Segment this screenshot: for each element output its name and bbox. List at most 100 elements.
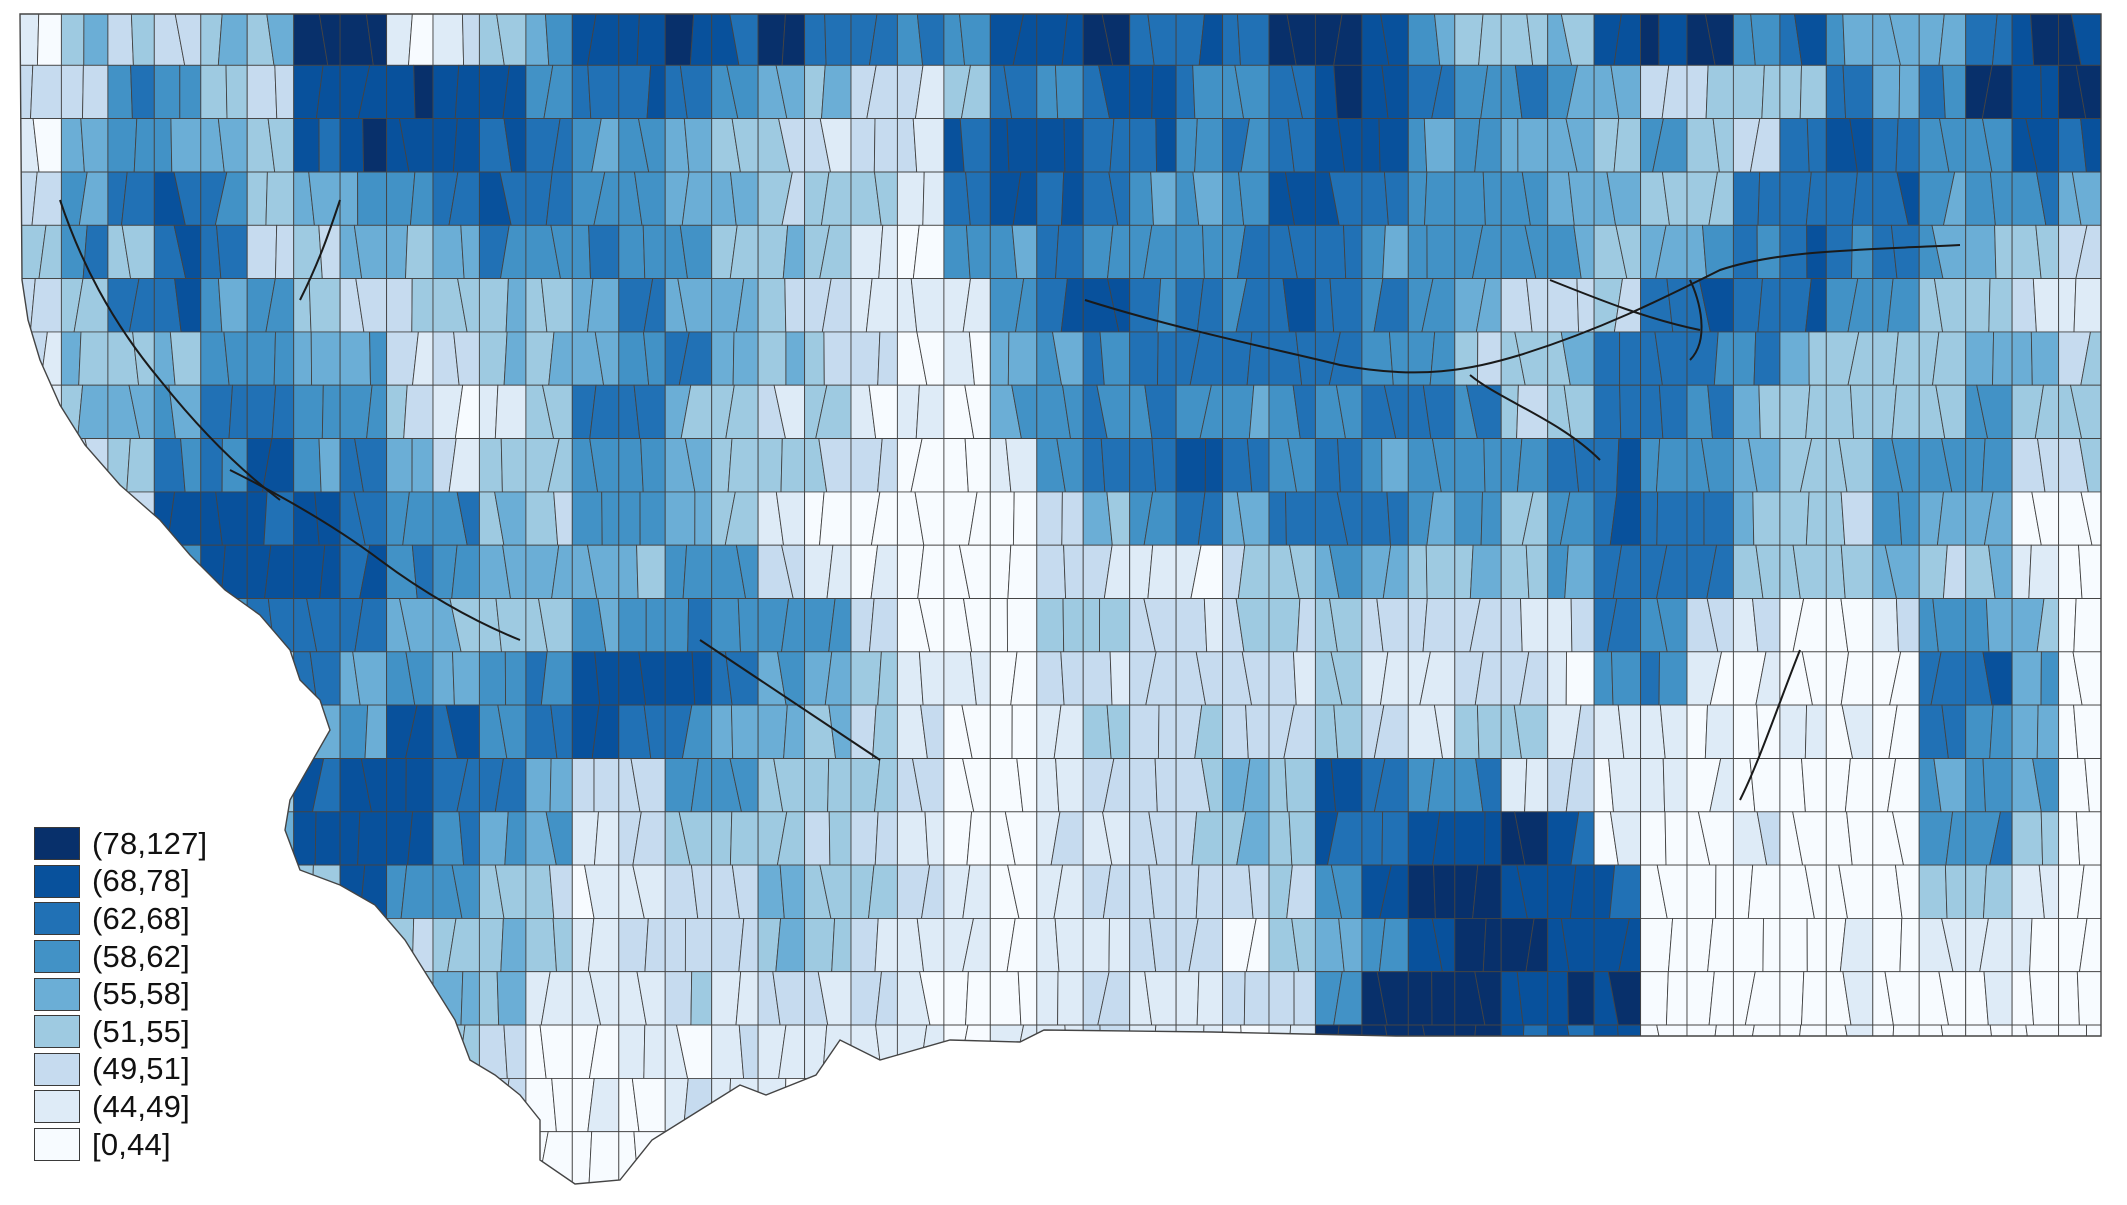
district-polygon <box>293 811 317 866</box>
district-polygon <box>1981 438 2013 493</box>
district-polygon <box>30 438 62 493</box>
district-polygon <box>271 1131 295 1184</box>
district-polygon <box>1082 118 1115 173</box>
district-polygon <box>1547 651 1567 706</box>
district-polygon <box>1150 171 1177 226</box>
district-polygon <box>1616 1024 1642 1079</box>
district-polygon <box>1892 331 1920 386</box>
district-polygon <box>1918 1077 1947 1133</box>
district-polygon <box>1036 64 1059 120</box>
district-polygon <box>2028 544 2060 599</box>
district-polygon <box>461 14 480 66</box>
district-polygon <box>107 118 138 173</box>
district-polygon <box>731 1131 759 1184</box>
district-polygon <box>2011 1131 2041 1184</box>
district-polygon <box>1287 1077 1316 1133</box>
district-polygon <box>571 758 595 813</box>
district-polygon <box>1703 491 1734 546</box>
district-polygon <box>1779 1131 1812 1184</box>
district-polygon <box>2011 64 2043 120</box>
district-polygon <box>785 331 806 386</box>
district-polygon <box>1640 491 1659 546</box>
district-polygon <box>850 118 876 173</box>
district-polygon <box>1082 1131 1107 1184</box>
district-polygon <box>37 704 62 759</box>
district-polygon <box>1942 64 1967 120</box>
district-polygon <box>246 384 277 439</box>
district-polygon <box>1036 118 1066 173</box>
district-polygon <box>1382 224 1409 280</box>
district-polygon <box>1243 971 1270 1026</box>
district-polygon <box>318 438 341 493</box>
district-polygon <box>1547 598 1573 653</box>
district-polygon <box>2075 811 2101 866</box>
district-polygon <box>757 704 788 759</box>
district-polygon <box>122 651 155 706</box>
district-polygon <box>1897 491 1920 546</box>
district-polygon <box>1175 598 1208 653</box>
district-polygon <box>1175 118 1198 173</box>
district-polygon <box>588 1131 620 1184</box>
legend-swatch <box>34 977 80 1011</box>
legend-item: (68,78] <box>34 863 207 901</box>
district-polygon <box>1314 224 1347 280</box>
district-polygon <box>737 598 759 653</box>
district-polygon <box>711 598 741 653</box>
district-polygon <box>134 544 155 599</box>
district-polygon <box>2058 1131 2090 1184</box>
district-polygon <box>968 1077 991 1133</box>
district-polygon <box>1361 1131 1392 1184</box>
district-polygon <box>246 1077 276 1133</box>
district-polygon <box>1801 971 1827 1026</box>
district-polygon <box>601 491 620 546</box>
district-polygon <box>2011 651 2042 706</box>
district-polygon <box>2058 544 2083 599</box>
district-polygon <box>1361 171 1389 226</box>
district-polygon <box>2072 651 2101 706</box>
district-polygon <box>456 1131 480 1184</box>
district-polygon <box>1940 1024 1967 1079</box>
district-polygon <box>1779 971 1805 1026</box>
district-polygon <box>682 544 713 599</box>
district-polygon <box>20 651 37 706</box>
district-polygon <box>1779 118 1810 173</box>
district-polygon <box>1840 544 1874 599</box>
district-polygon <box>1477 331 1502 386</box>
district-polygon <box>819 491 852 546</box>
district-polygon <box>169 331 202 386</box>
district-polygon <box>2011 704 2039 759</box>
district-polygon <box>989 544 1012 599</box>
legend-swatch <box>34 1128 80 1162</box>
district-polygon <box>20 864 35 919</box>
district-polygon <box>1994 224 2013 280</box>
district-polygon <box>267 598 295 653</box>
district-polygon <box>1982 864 2013 919</box>
district-polygon <box>1454 917 1487 973</box>
district-polygon <box>1268 651 1297 706</box>
district-polygon <box>525 14 550 66</box>
district-polygon <box>1686 1131 1719 1184</box>
district-polygon <box>1886 1131 1920 1184</box>
district-polygon <box>1705 64 1734 120</box>
district-polygon <box>34 598 62 653</box>
district-polygon <box>1965 14 1998 66</box>
district-polygon <box>82 224 109 280</box>
district-polygon <box>1476 704 1502 759</box>
district-polygon <box>413 64 434 120</box>
district-polygon <box>200 758 223 813</box>
district-polygon <box>1516 438 1549 493</box>
district-polygon <box>309 651 341 706</box>
district-polygon <box>2011 917 2033 973</box>
district-polygon <box>1623 1077 1642 1133</box>
district-polygon <box>1109 651 1131 706</box>
district-polygon <box>20 758 38 813</box>
district-polygon <box>267 1077 295 1133</box>
district-polygon <box>1129 1077 1151 1133</box>
district-polygon <box>1011 224 1038 280</box>
district-polygon <box>875 1024 898 1079</box>
district-polygon <box>943 1131 979 1184</box>
district-polygon <box>32 651 62 706</box>
district-polygon <box>321 971 341 1026</box>
district-polygon <box>685 1131 713 1184</box>
